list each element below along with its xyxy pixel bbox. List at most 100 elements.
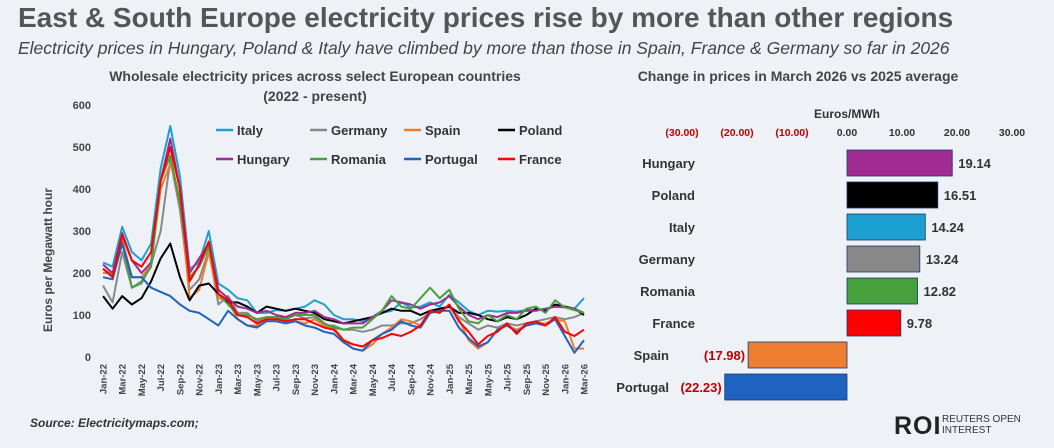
x-tick-label: Mar-26 <box>580 364 591 395</box>
series-line-italy <box>102 125 585 323</box>
series-line-romania <box>102 154 585 331</box>
bar-category-label: Hungary <box>642 156 696 171</box>
bar-category-label: Germany <box>639 252 696 267</box>
bar-tick-label: 20.00 <box>944 127 970 139</box>
bar-value-label: 14.24 <box>931 220 964 235</box>
y-axis-label: Euros per Megawatt hour <box>41 188 55 332</box>
y-tick-label: 200 <box>73 268 91 280</box>
y-tick-label: 600 <box>73 100 91 112</box>
bar-value-label: 9.78 <box>907 316 932 331</box>
bar-category-label: Romania <box>640 284 696 299</box>
bar-chart-title: Change in prices in March 2026 vs 2025 a… <box>638 68 959 84</box>
legend-item-romania: Romania <box>310 152 387 167</box>
x-tick-label: Jan-26 <box>560 364 571 394</box>
roi-logo: ROI <box>894 412 942 440</box>
bar-row-poland: Poland 16.51 <box>652 181 976 209</box>
x-tick-label: Jul-25 <box>503 363 514 391</box>
x-tick-label: Mar-22 <box>118 364 129 395</box>
legend-label: Germany <box>331 123 388 138</box>
bar-italy <box>846 213 926 241</box>
legend-label: Italy <box>237 123 264 138</box>
y-tick-label: 100 <box>73 310 91 322</box>
x-tick-label: Jan-24 <box>329 363 340 394</box>
bar-value-label: 12.82 <box>924 284 957 299</box>
legend-item-poland: Poland <box>498 123 562 138</box>
bar-row-hungary: Hungary 19.14 <box>642 149 992 177</box>
legend-item-germany: Germany <box>310 123 388 138</box>
y-tick-label: 0 <box>85 352 91 364</box>
bar-hungary <box>846 149 953 177</box>
bar-tick-label: 30.00 <box>999 127 1025 139</box>
bar-row-romania: Romania 12.82 <box>640 277 957 305</box>
bar-category-label: Portugal <box>616 380 669 395</box>
x-tick-label: Sep-24 <box>406 363 417 395</box>
x-tick-label: May-22 <box>137 364 148 396</box>
bar-tick-label: 10.00 <box>889 127 915 139</box>
line-chart-title: Wholesale electricity prices across sele… <box>109 68 521 84</box>
x-tick-label: Mar-23 <box>233 364 244 395</box>
x-tick-label: Sep-23 <box>291 364 302 395</box>
legend-label: Romania <box>331 152 387 167</box>
legend-item-spain: Spain <box>404 123 460 138</box>
legend-label: Poland <box>519 123 562 138</box>
page-title: East & South Europe electricity prices r… <box>18 2 954 33</box>
bar-romania <box>846 277 918 305</box>
x-tick-label: Jul-24 <box>387 363 398 391</box>
bar-value-label: 19.14 <box>958 156 991 171</box>
x-tick-label: Jul-22 <box>156 364 167 391</box>
bar-row-spain: Spain (17.98) <box>634 341 848 369</box>
y-tick-label: 400 <box>73 184 91 196</box>
legend-item-france: France <box>498 152 562 167</box>
bar-germany <box>846 245 921 273</box>
legend-label: Hungary <box>237 152 291 167</box>
bar-row-italy: Italy 14.24 <box>669 213 965 241</box>
bar-axis-label: Euros/MWh <box>814 107 880 121</box>
x-tick-label: Nov-22 <box>195 364 206 396</box>
bar-france <box>846 309 902 337</box>
y-tick-label: 300 <box>73 226 91 238</box>
bar-portugal <box>724 373 848 401</box>
bar-value-label: (17.98) <box>704 348 745 363</box>
series-line-germany <box>102 158 585 333</box>
legend-item-hungary: Hungary <box>216 152 291 167</box>
x-axis-ticks: Jan-22 Mar-22 May-22 Jul-22 Sep-22 Nov-22 Jan-… <box>99 363 591 396</box>
line-chart: Wholesale electricity prices across sele… <box>41 68 591 396</box>
line-series-group <box>102 125 585 354</box>
legend: Italy Germany Spain Poland Hungary Romania Por… <box>216 123 562 167</box>
bar-spain <box>747 341 848 369</box>
x-tick-label: Nov-23 <box>310 364 321 396</box>
bar-tick-label: (10.00) <box>775 127 808 139</box>
bar-category-label: Spain <box>634 348 669 363</box>
x-tick-label: Sep-25 <box>522 363 533 395</box>
source-note: Source: Electricitymaps.com; <box>30 416 199 430</box>
bar-row-germany: Germany 13.24 <box>639 245 959 273</box>
legend-label: France <box>519 152 562 167</box>
x-tick-label: Nov-24 <box>426 363 437 395</box>
bar-value-label: 13.24 <box>926 252 959 267</box>
bar-tick-label: 0.00 <box>837 127 858 139</box>
bar-category-label: Poland <box>652 188 695 203</box>
bar-row-france: France 9.78 <box>652 309 932 337</box>
x-tick-label: May-23 <box>252 364 263 396</box>
x-tick-label: Jan-23 <box>214 364 225 394</box>
x-tick-label: Nov-25 <box>541 363 552 395</box>
bar-tick-label: (20.00) <box>720 127 753 139</box>
legend-item-portugal: Portugal <box>404 152 478 167</box>
series-line-france <box>102 146 585 348</box>
bar-chart: Change in prices in March 2026 vs 2025 a… <box>616 68 1025 401</box>
x-tick-label: May-24 <box>368 363 379 396</box>
bar-row-portugal: Portugal (22.23) <box>616 373 848 401</box>
page-subtitle: Electricity prices in Hungary, Poland & … <box>18 38 950 58</box>
x-tick-label: Jan-25 <box>445 363 456 394</box>
x-tick-label: Mar-25 <box>464 363 475 394</box>
y-axis-ticks: 0 100 200 300 400 500 600 <box>73 100 91 364</box>
legend-label: Spain <box>425 123 460 138</box>
bar-category-label: France <box>652 316 695 331</box>
x-tick-label: Sep-22 <box>175 364 186 395</box>
bar-axis-ticks: (30.00) (20.00) (10.00) 0.00 10.00 20.00 30.00 <box>665 127 1025 139</box>
x-tick-label: May-25 <box>483 363 494 396</box>
x-tick-label: Mar-24 <box>349 363 360 394</box>
bar-category-label: Italy <box>669 220 696 235</box>
roi-logo-tagline: REUTERS OPEN INTEREST <box>942 414 1021 436</box>
y-tick-label: 500 <box>73 142 91 154</box>
